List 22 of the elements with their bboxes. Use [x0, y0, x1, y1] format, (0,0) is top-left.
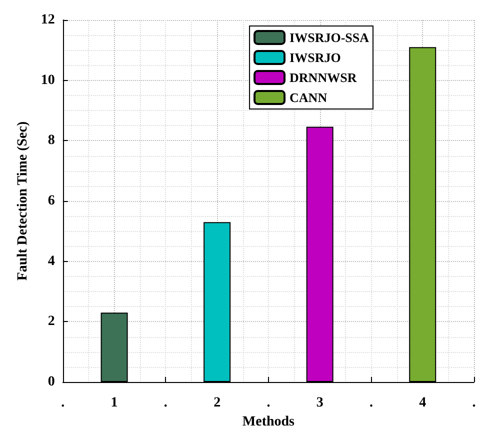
- x-tick-label: 1: [110, 396, 118, 410]
- legend-label: IWSRJO-SSA: [290, 30, 370, 45]
- y-tick-label: 2: [48, 314, 55, 330]
- x-tick-label: .: [61, 396, 65, 410]
- x-axis-title: Methods: [242, 414, 296, 430]
- x-tick-label: .: [266, 396, 270, 410]
- legend-label: DRNNWSR: [290, 70, 358, 85]
- y-axis-title: Fault Detection Time (Sec): [16, 121, 30, 281]
- y-tick-label: 10: [40, 72, 55, 88]
- x-tick-label: .: [164, 396, 168, 410]
- x-tick-label: .: [472, 396, 476, 410]
- legend-label: CANN: [290, 90, 328, 105]
- legend-label: IWSRJO: [290, 50, 341, 65]
- y-tick-label: 8: [48, 133, 55, 148]
- x-tick-label: 4: [419, 396, 426, 410]
- x-tick-label: 3: [316, 396, 324, 410]
- y-tick-label: 6: [48, 194, 55, 208]
- x-tick-label: 2: [214, 396, 221, 410]
- x-tick-label: .: [369, 396, 373, 410]
- y-tick-label: 0: [48, 374, 55, 390]
- y-tick-label: 12: [40, 12, 55, 28]
- y-tick-label: 4: [48, 254, 55, 269]
